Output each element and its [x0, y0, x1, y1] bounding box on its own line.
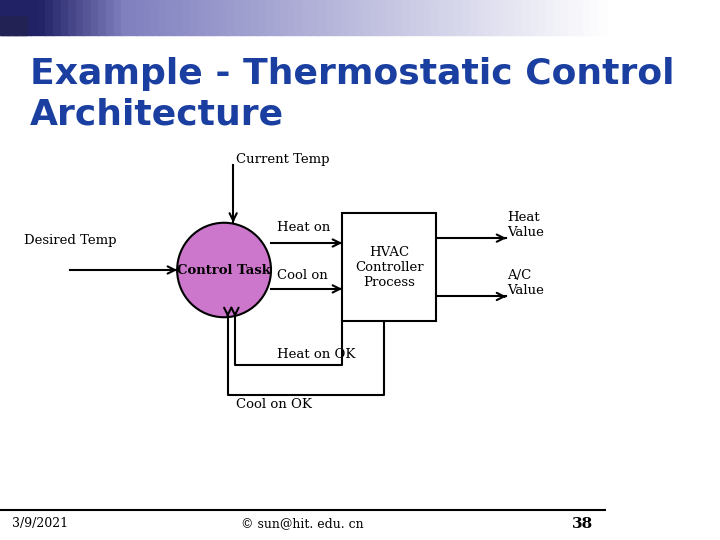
- Bar: [522, 0, 531, 35]
- Bar: [129, 0, 137, 35]
- Bar: [485, 0, 492, 35]
- Bar: [212, 0, 220, 35]
- Text: HVAC
Controller
Process: HVAC Controller Process: [355, 246, 423, 289]
- Bar: [68, 0, 76, 35]
- Text: 3/9/2021: 3/9/2021: [12, 517, 68, 530]
- Bar: [23, 0, 31, 35]
- Bar: [106, 0, 114, 35]
- Bar: [545, 0, 553, 35]
- Bar: [84, 0, 91, 35]
- Bar: [333, 0, 341, 35]
- Bar: [257, 0, 266, 35]
- Bar: [8, 0, 16, 35]
- Bar: [159, 0, 167, 35]
- Bar: [265, 0, 273, 35]
- Bar: [590, 0, 598, 35]
- Bar: [342, 213, 436, 321]
- Bar: [492, 0, 500, 35]
- Bar: [553, 0, 561, 35]
- Text: Desired Temp: Desired Temp: [24, 234, 117, 247]
- Bar: [477, 0, 485, 35]
- Bar: [166, 0, 175, 35]
- Bar: [242, 0, 251, 35]
- Bar: [575, 0, 583, 35]
- Bar: [439, 0, 447, 35]
- Bar: [560, 0, 568, 35]
- Bar: [537, 0, 546, 35]
- Ellipse shape: [177, 222, 271, 317]
- Text: A/C
Value: A/C Value: [508, 269, 544, 297]
- Bar: [227, 0, 235, 35]
- Bar: [454, 0, 462, 35]
- Bar: [416, 0, 425, 35]
- Text: Current Temp: Current Temp: [236, 153, 330, 166]
- Bar: [181, 0, 190, 35]
- Bar: [431, 0, 440, 35]
- Bar: [197, 0, 205, 35]
- Text: Control Task: Control Task: [177, 264, 271, 276]
- Bar: [204, 0, 212, 35]
- Bar: [250, 0, 258, 35]
- Text: Heat on: Heat on: [277, 221, 330, 234]
- Bar: [364, 0, 372, 35]
- Bar: [325, 0, 333, 35]
- Bar: [401, 0, 410, 35]
- Bar: [409, 0, 417, 35]
- Bar: [568, 0, 576, 35]
- Bar: [53, 0, 61, 35]
- Bar: [515, 0, 523, 35]
- Bar: [235, 0, 243, 35]
- Bar: [0, 0, 8, 35]
- Text: Heat
Value: Heat Value: [508, 211, 544, 239]
- Bar: [424, 0, 432, 35]
- Text: Example - Thermostatic Control
Architecture: Example - Thermostatic Control Architect…: [30, 57, 675, 131]
- Bar: [0, 16, 27, 35]
- Bar: [30, 0, 38, 35]
- Bar: [99, 0, 107, 35]
- Text: Cool on OK: Cool on OK: [236, 399, 312, 411]
- Bar: [38, 0, 46, 35]
- Bar: [144, 0, 152, 35]
- Bar: [507, 0, 516, 35]
- Bar: [583, 0, 591, 35]
- Bar: [295, 0, 303, 35]
- Bar: [303, 0, 311, 35]
- Bar: [386, 0, 395, 35]
- Text: © sun@hit. edu. cn: © sun@hit. edu. cn: [241, 517, 364, 530]
- Bar: [394, 0, 402, 35]
- Bar: [189, 0, 197, 35]
- Bar: [530, 0, 538, 35]
- Bar: [469, 0, 477, 35]
- Bar: [348, 0, 356, 35]
- Bar: [500, 0, 508, 35]
- Bar: [272, 0, 281, 35]
- Bar: [45, 0, 53, 35]
- Bar: [15, 0, 23, 35]
- Text: Heat on OK: Heat on OK: [277, 348, 356, 361]
- Text: 38: 38: [572, 517, 593, 531]
- Bar: [462, 0, 470, 35]
- Bar: [76, 0, 84, 35]
- Bar: [60, 0, 68, 35]
- Bar: [371, 0, 379, 35]
- Bar: [174, 0, 182, 35]
- Bar: [598, 0, 606, 35]
- Bar: [114, 0, 122, 35]
- Bar: [91, 0, 99, 35]
- Bar: [341, 0, 348, 35]
- Bar: [121, 0, 130, 35]
- Bar: [318, 0, 326, 35]
- Bar: [379, 0, 387, 35]
- Bar: [356, 0, 364, 35]
- Bar: [151, 0, 160, 35]
- Bar: [310, 0, 318, 35]
- Text: Cool on: Cool on: [277, 269, 328, 282]
- Bar: [136, 0, 145, 35]
- Bar: [280, 0, 288, 35]
- Bar: [446, 0, 455, 35]
- Bar: [288, 0, 296, 35]
- Bar: [220, 0, 228, 35]
